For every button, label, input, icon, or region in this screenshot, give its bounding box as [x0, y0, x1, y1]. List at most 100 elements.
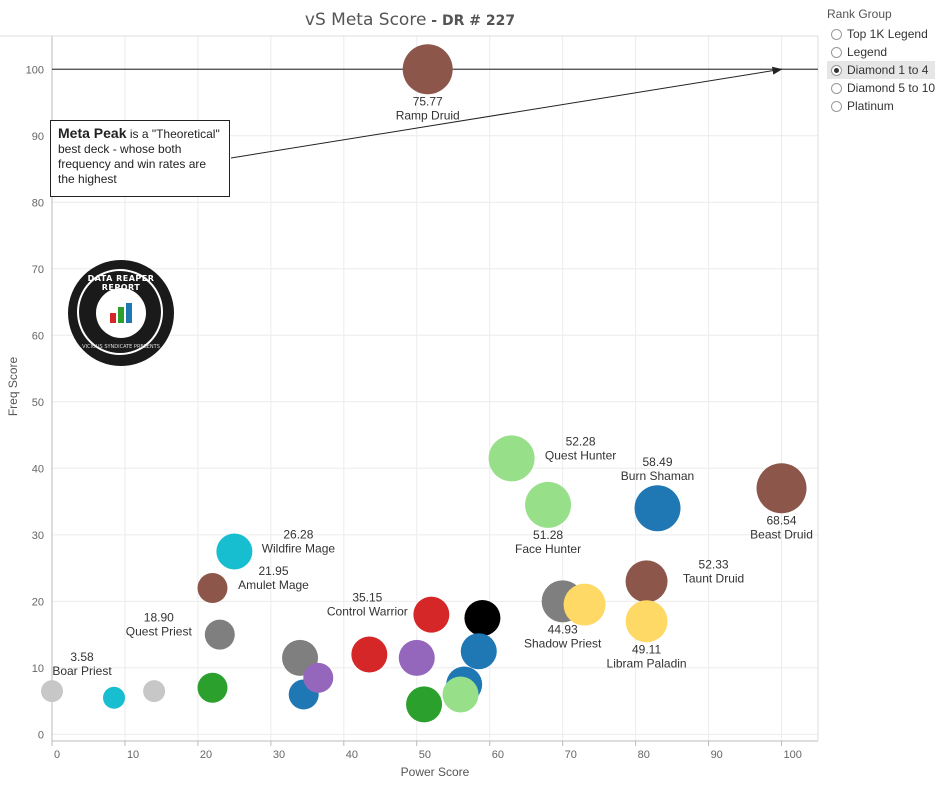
y-tick-label: 50: [32, 397, 44, 409]
chart-title-sub: - DR # 227: [426, 13, 516, 29]
annotation-text: is a "Theoretical" best deck - whose bot…: [58, 127, 220, 186]
chart-title: vS Meta Score - DR # 227: [0, 10, 820, 30]
point-name-label: Control Warrior: [327, 605, 408, 619]
x-tick-label: 10: [127, 749, 139, 761]
data-point-5: [625, 560, 668, 603]
point-name-label: Wildfire Mage: [262, 541, 336, 555]
rank-option-label: Diamond 5 to 10: [847, 81, 936, 95]
y-axis-title: Freq Score: [6, 356, 20, 416]
data-point-0: [402, 44, 453, 95]
point-score-label: 52.33: [699, 557, 729, 571]
data-point-23: [303, 662, 334, 693]
x-axis-title: Power Score: [401, 765, 470, 779]
y-tick-label: 20: [32, 596, 44, 608]
point-score-label: 21.95: [258, 564, 288, 578]
point-score-label: 51.28: [533, 528, 563, 542]
x-tick-label: 0: [54, 749, 60, 761]
data-point-21: [197, 672, 228, 703]
point-name-label: Boar Priest: [52, 664, 112, 678]
point-score-label: 52.28: [566, 434, 596, 448]
point-score-label: 75.77: [413, 94, 443, 108]
x-tick-label: 70: [565, 749, 577, 761]
rank-group-filter: Rank Group Top 1K Legend Legend Diamond 1 …: [827, 7, 936, 115]
point-score-label: 35.15: [352, 591, 382, 605]
point-score-label: 3.58: [70, 650, 94, 664]
logo-subtext: VICIOUS SYNDICATE PRESENTS: [82, 344, 160, 350]
data-point-16: [197, 573, 228, 604]
y-tick-label: 40: [32, 463, 44, 475]
data-point-25: [406, 686, 443, 723]
data-point-2: [634, 485, 681, 532]
x-tick-label: 30: [273, 749, 285, 761]
rank-option-label: Top 1K Legend: [847, 27, 928, 41]
y-tick-label: 100: [26, 64, 44, 76]
radio-icon[interactable]: [831, 46, 842, 58]
rank-option-label: Diamond 1 to 4: [847, 63, 929, 77]
point-score-label: 44.93: [548, 622, 578, 636]
y-tick-label: 70: [32, 264, 44, 276]
meta-peak-annotation: Meta Peak is a "Theoretical" best deck -…: [50, 120, 230, 197]
x-tick-label: 40: [346, 749, 358, 761]
data-point-12: [351, 636, 388, 673]
rank-option-label: Platinum: [847, 99, 894, 113]
data-point-20: [143, 680, 166, 703]
y-tick-label: 10: [32, 663, 44, 675]
rank-option-3[interactable]: Diamond 5 to 10: [827, 79, 935, 97]
rank-option-2[interactable]: Diamond 1 to 4: [827, 61, 936, 79]
data-reaper-logo: DATA REAPER REPORT VICIOUS SYNDICATE PRE…: [68, 260, 174, 366]
data-point-26: [442, 676, 479, 713]
rank-option-0[interactable]: Top 1K Legend: [827, 25, 935, 43]
data-point-9: [413, 596, 450, 633]
data-point-13: [398, 639, 435, 676]
point-name-label: Quest Hunter: [545, 448, 616, 462]
logo-bars-icon: [110, 303, 134, 323]
data-point-17: [204, 619, 235, 650]
x-tick-label: 20: [200, 749, 212, 761]
point-score-label: 58.49: [642, 455, 672, 469]
data-point-10: [464, 599, 501, 636]
radio-icon[interactable]: [831, 64, 842, 76]
x-tick-label: 80: [638, 749, 650, 761]
point-name-label: Ramp Druid: [396, 108, 460, 122]
logo-text: DATA REAPER REPORT: [87, 274, 155, 292]
data-point-3: [488, 435, 535, 482]
radio-icon[interactable]: [831, 28, 842, 40]
data-point-1: [756, 463, 807, 514]
point-name-label: Beast Druid: [750, 527, 813, 541]
data-point-8: [563, 583, 606, 626]
point-score-label: 49.11: [632, 642, 661, 656]
y-tick-label: 90: [32, 131, 44, 143]
data-point-4: [525, 481, 572, 528]
point-name-label: Face Hunter: [515, 542, 581, 556]
x-tick-label: 100: [784, 749, 802, 761]
x-tick-label: 60: [492, 749, 504, 761]
chart-title-main: vS Meta Score: [304, 10, 427, 30]
point-score-label: 26.28: [283, 527, 313, 541]
data-point-11: [460, 633, 497, 670]
rank-group-title: Rank Group: [827, 7, 892, 21]
point-name-label: Quest Priest: [126, 625, 193, 639]
point-name-label: Burn Shaman: [621, 469, 694, 483]
point-name-label: Libram Paladin: [607, 656, 687, 670]
point-score-label: 18.90: [144, 611, 174, 625]
point-name-label: Amulet Mage: [238, 578, 309, 592]
rank-option-1[interactable]: Legend: [827, 43, 935, 61]
y-tick-label: 30: [32, 530, 44, 542]
point-name-label: Shadow Priest: [524, 636, 602, 650]
data-point-18: [41, 680, 63, 703]
x-tick-label: 50: [419, 749, 431, 761]
point-name-label: Taunt Druid: [683, 571, 744, 585]
data-point-6: [625, 600, 668, 643]
rank-option-4[interactable]: Platinum: [827, 97, 935, 115]
meta-peak-arrow: [230, 66, 783, 159]
data-point-15: [216, 533, 253, 570]
radio-icon[interactable]: [831, 100, 842, 112]
rank-option-label: Legend: [847, 45, 888, 59]
data-point-19: [103, 686, 126, 709]
radio-icon[interactable]: [831, 82, 842, 94]
y-tick-label: 0: [38, 729, 44, 741]
annotation-bold: Meta Peak: [58, 125, 127, 141]
y-tick-label: 80: [32, 197, 44, 209]
point-score-label: 68.54: [767, 513, 797, 527]
